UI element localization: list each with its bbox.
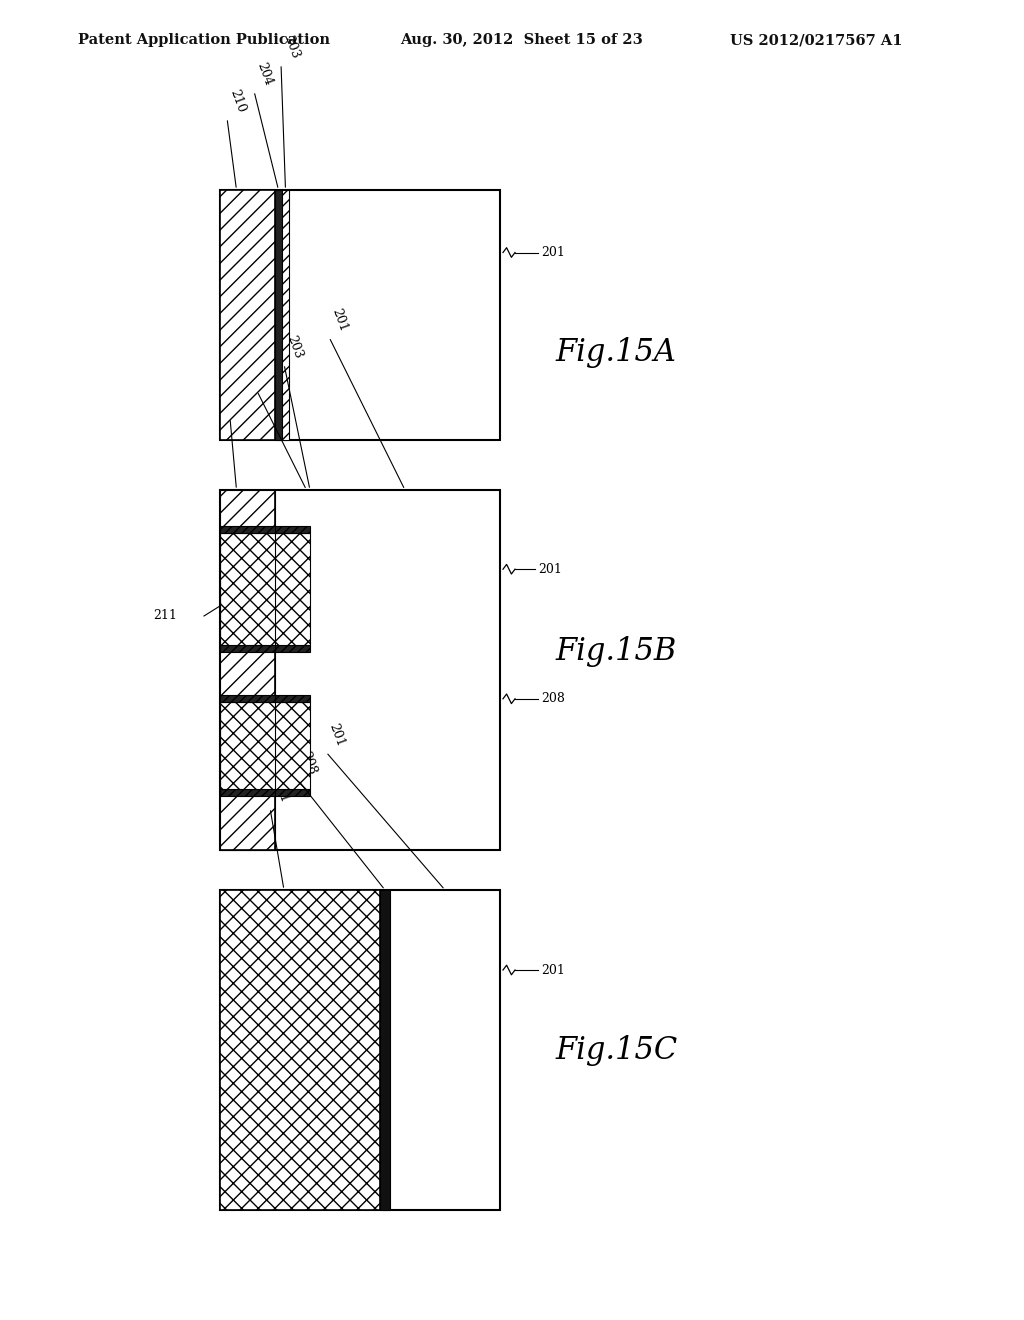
- Bar: [220, 702, 310, 789]
- Text: 211: 211: [270, 777, 291, 804]
- Text: 203: 203: [281, 33, 301, 59]
- Bar: [220, 533, 310, 645]
- Bar: [380, 890, 390, 1210]
- Text: US 2012/0217567 A1: US 2012/0217567 A1: [730, 33, 902, 48]
- Text: 204: 204: [254, 61, 274, 87]
- Bar: [220, 490, 500, 850]
- Bar: [220, 696, 310, 702]
- Text: Fig.15C: Fig.15C: [555, 1035, 677, 1065]
- Text: 208: 208: [541, 692, 565, 705]
- Text: 204: 204: [257, 360, 278, 387]
- Bar: [220, 890, 500, 1210]
- Text: 201: 201: [541, 964, 565, 977]
- Bar: [220, 490, 275, 850]
- Text: Aug. 30, 2012  Sheet 15 of 23: Aug. 30, 2012 Sheet 15 of 23: [400, 33, 643, 48]
- Text: 210: 210: [227, 87, 248, 114]
- Bar: [220, 190, 275, 440]
- Text: 201: 201: [541, 246, 565, 259]
- Bar: [220, 890, 380, 1210]
- Bar: [282, 190, 289, 440]
- Text: 201: 201: [538, 562, 562, 576]
- Bar: [220, 190, 500, 440]
- Text: 201: 201: [326, 721, 346, 748]
- Bar: [220, 490, 275, 850]
- Bar: [275, 190, 282, 440]
- Text: Fig.15B: Fig.15B: [555, 636, 676, 668]
- Text: 201: 201: [329, 306, 349, 333]
- Text: 210: 210: [230, 387, 251, 414]
- Text: 208: 208: [298, 750, 318, 776]
- Bar: [220, 645, 310, 652]
- Text: 203: 203: [284, 333, 304, 360]
- Text: 211: 211: [154, 610, 177, 623]
- Bar: [220, 789, 310, 796]
- Bar: [220, 525, 310, 533]
- Text: Patent Application Publication: Patent Application Publication: [78, 33, 330, 48]
- Text: Fig.15A: Fig.15A: [555, 337, 676, 368]
